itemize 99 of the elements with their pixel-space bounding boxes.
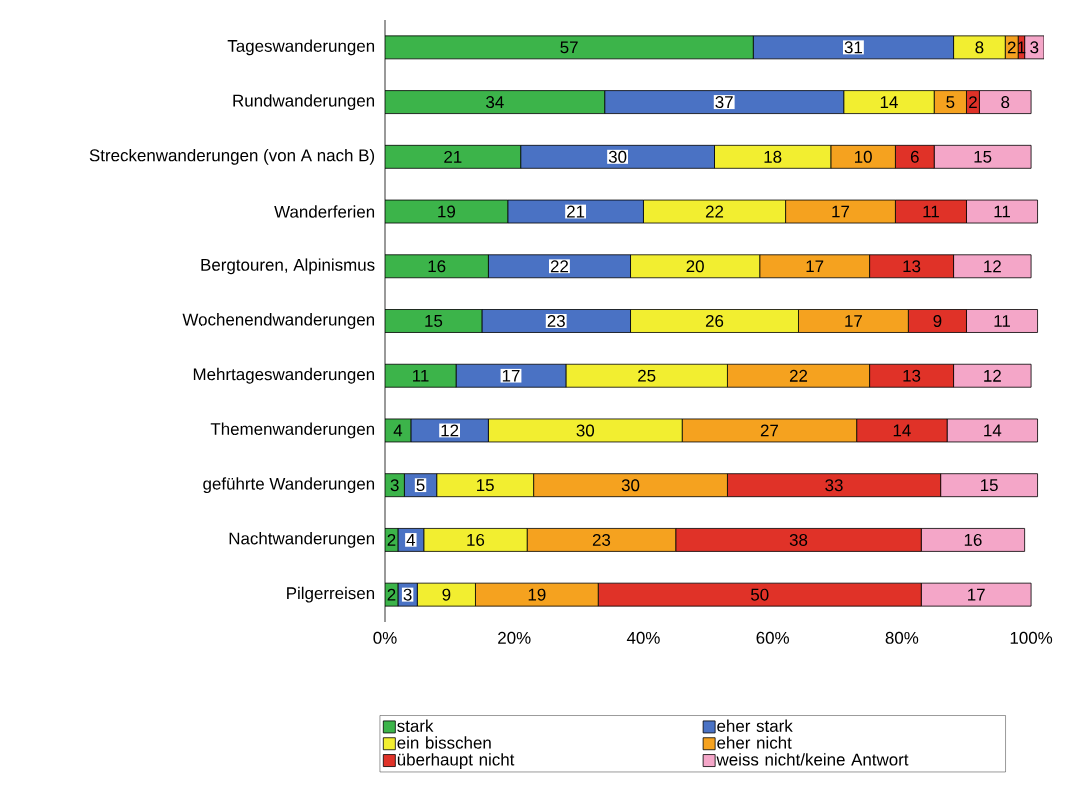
data-label: 14 bbox=[880, 96, 898, 108]
data-label: 16 bbox=[428, 260, 446, 273]
data-label: 12 bbox=[984, 369, 1001, 382]
data-label: 2 bbox=[969, 96, 977, 108]
data-label: 57 bbox=[560, 41, 578, 54]
y-tick-label: Rundwanderungen bbox=[233, 94, 375, 110]
data-label: 17 bbox=[806, 260, 824, 273]
bar bbox=[933, 144, 1032, 169]
data-label: 4 bbox=[406, 534, 416, 546]
x-tick-label: 60% bbox=[756, 631, 789, 644]
data-label: 5 bbox=[416, 479, 425, 492]
y-tick-label: Bergtouren, Alpinismus bbox=[201, 258, 375, 275]
data-label: 14 bbox=[984, 424, 1002, 437]
data-label: 8 bbox=[1001, 96, 1010, 109]
data-label: 3 bbox=[403, 588, 412, 601]
data-label: 15 bbox=[980, 479, 998, 492]
bar bbox=[940, 473, 1038, 498]
legend-label: eher stark bbox=[717, 719, 793, 732]
data-label: 38 bbox=[789, 533, 808, 546]
data-label: 11 bbox=[923, 205, 939, 218]
data-label: 23 bbox=[592, 533, 611, 546]
data-label: 16 bbox=[964, 533, 982, 546]
data-label: 50 bbox=[750, 588, 769, 601]
y-tick-label: Tageswanderungen bbox=[227, 39, 375, 56]
data-label: 9 bbox=[933, 315, 942, 327]
data-label: 3 bbox=[390, 479, 399, 492]
data-label: 8 bbox=[975, 41, 984, 54]
data-label: 12 bbox=[441, 424, 459, 437]
data-label: 31 bbox=[844, 41, 863, 54]
bar bbox=[953, 254, 1032, 279]
data-label: 11 bbox=[413, 369, 429, 382]
data-label: 34 bbox=[486, 96, 504, 109]
legend-label: ein bisschen bbox=[397, 736, 491, 749]
data-label: 17 bbox=[832, 205, 850, 218]
legend-label: überhaupt nicht bbox=[397, 753, 515, 769]
data-label: 11 bbox=[994, 205, 1010, 218]
y-tick-label: Streckenwanderungen (von A nach B) bbox=[89, 148, 375, 165]
data-label: 21 bbox=[567, 205, 585, 218]
data-label: 17 bbox=[845, 315, 862, 327]
x-tick-label: 100% bbox=[1010, 631, 1053, 644]
data-label: 17 bbox=[968, 588, 985, 601]
data-label: 11 bbox=[994, 315, 1010, 327]
data-label: 19 bbox=[528, 588, 546, 601]
data-label: 14 bbox=[893, 424, 911, 437]
data-label: 21 bbox=[444, 150, 462, 163]
data-label: 18 bbox=[764, 150, 782, 163]
data-label: 20 bbox=[686, 260, 704, 273]
y-tick-label: Themenwanderungen bbox=[210, 422, 375, 439]
y-tick-label: Wanderferien bbox=[274, 205, 375, 218]
data-label: 26 bbox=[705, 315, 724, 327]
data-label: 16 bbox=[467, 533, 485, 546]
y-tick-label: geführte Wanderungen bbox=[203, 477, 375, 494]
y-tick-label: Nachtwanderungen bbox=[229, 532, 375, 548]
y-tick-label: Mehrtageswanderungen bbox=[193, 367, 375, 384]
data-label: 37 bbox=[715, 96, 733, 109]
data-label: 25 bbox=[638, 369, 656, 382]
data-label: 22 bbox=[550, 260, 569, 273]
data-label: 30 bbox=[621, 479, 640, 492]
data-label: 15 bbox=[974, 150, 992, 163]
data-label: 30 bbox=[608, 150, 627, 163]
data-label: 13 bbox=[903, 369, 921, 382]
data-label: 15 bbox=[477, 479, 494, 492]
data-label: 5 bbox=[946, 96, 955, 108]
data-label: 6 bbox=[910, 150, 919, 163]
data-label: 27 bbox=[760, 424, 778, 437]
data-label: 2 bbox=[387, 588, 396, 601]
data-label: 4 bbox=[393, 424, 403, 437]
data-label: 9 bbox=[442, 588, 451, 601]
bar bbox=[966, 309, 1038, 333]
bar bbox=[385, 90, 606, 114]
bar bbox=[385, 309, 483, 333]
y-tick-label: Wochenendwanderungen bbox=[182, 313, 375, 329]
data-label: 17 bbox=[502, 369, 520, 382]
data-label: 22 bbox=[789, 369, 808, 382]
y-tick-label: Pilgerreisen bbox=[287, 586, 375, 603]
data-label: 19 bbox=[438, 205, 456, 218]
bar bbox=[953, 363, 1032, 388]
x-tick-label: 0% bbox=[373, 631, 397, 644]
data-label: 30 bbox=[576, 424, 595, 437]
bar bbox=[385, 35, 754, 60]
data-label: 2 bbox=[1007, 41, 1016, 54]
data-label: 22 bbox=[705, 205, 724, 218]
x-tick-label: 20% bbox=[498, 631, 531, 644]
data-label: 12 bbox=[984, 260, 1001, 273]
legend-label: stark bbox=[397, 719, 434, 732]
x-tick-label: 40% bbox=[626, 631, 660, 644]
bar bbox=[385, 254, 489, 279]
bar bbox=[385, 144, 522, 169]
data-label: 10 bbox=[854, 150, 872, 163]
data-label: 13 bbox=[903, 260, 921, 273]
data-label: 23 bbox=[547, 315, 565, 327]
data-label: 3 bbox=[1030, 41, 1039, 54]
data-label: 2 bbox=[387, 533, 396, 546]
x-tick-label: 80% bbox=[885, 631, 919, 644]
legend-label: eher nicht bbox=[717, 736, 792, 749]
bar bbox=[920, 528, 1026, 552]
data-label: 15 bbox=[425, 315, 443, 327]
data-label: 33 bbox=[825, 479, 843, 492]
legend-label: weiss nicht/keine Antwort bbox=[716, 753, 909, 766]
